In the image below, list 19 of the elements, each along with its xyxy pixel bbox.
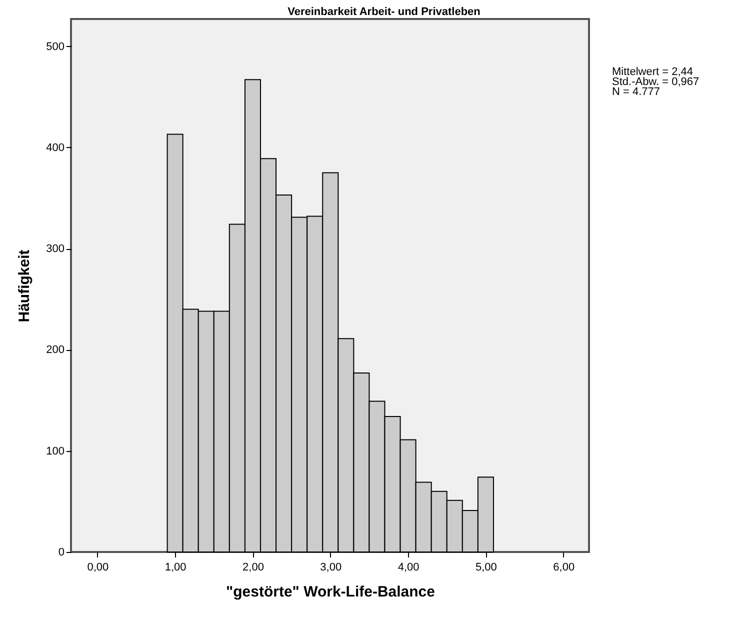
y-tick-label: 0 — [58, 546, 64, 558]
y-tick-label: 400 — [46, 142, 64, 154]
x-tick-label: 1,00 — [164, 562, 186, 574]
x-tick-label: 3,00 — [320, 562, 342, 574]
y-tick-label: 500 — [46, 40, 64, 53]
x-tick-label: 2,00 — [242, 562, 264, 574]
y-axis-title: Häufigkeit — [16, 250, 34, 322]
x-tick-label: 5,00 — [476, 562, 497, 574]
y-tick-label: 300 — [46, 243, 64, 256]
x-tick-label: 6,00 — [553, 562, 575, 574]
y-tick-label: 100 — [46, 445, 64, 458]
x-tick-label: 4,00 — [398, 562, 420, 574]
y-tick-label: 200 — [46, 344, 64, 356]
x-axis-title: "gestörte" Work-Life-Balance — [226, 584, 435, 600]
text: Std.-Abw. = 0,967 — [612, 76, 700, 88]
text: Mittelwert = 2,44 — [612, 66, 694, 78]
text: N = 4.777 — [612, 86, 662, 98]
chart-title: Vereinbarkeit Arbeit- und Privatleben — [288, 6, 481, 18]
x-tick-label: 0,00 — [87, 562, 109, 574]
